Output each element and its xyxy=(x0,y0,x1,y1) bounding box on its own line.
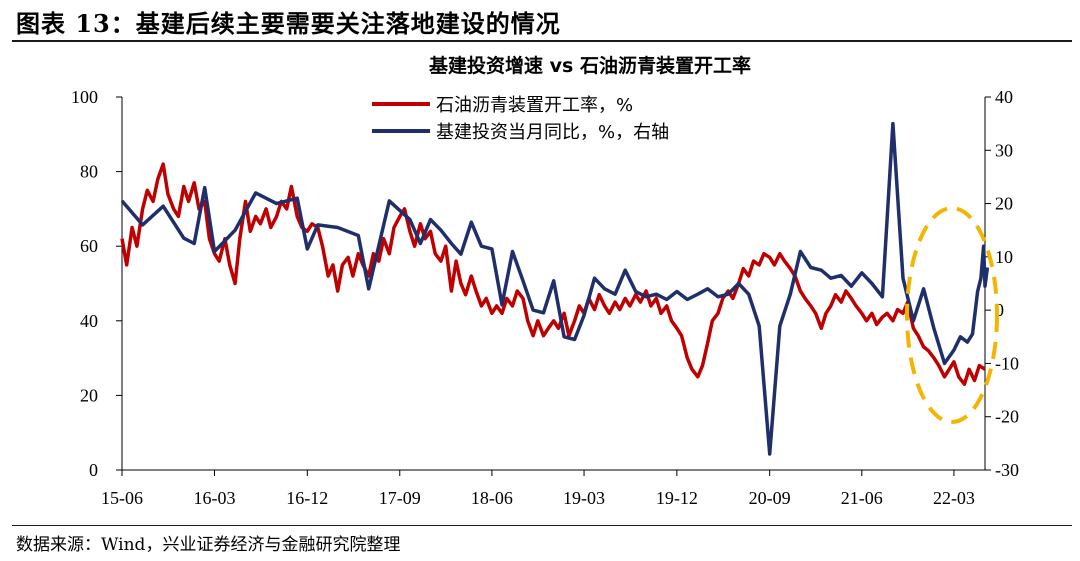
y-left-tick-label: 40 xyxy=(80,311,98,331)
y-right-tick-label: -10 xyxy=(995,353,1019,373)
legend: 石油沥青装置开工率，% 基建投资当月同比，%，右轴 xyxy=(372,95,669,143)
x-tick-label: 15-06 xyxy=(101,488,143,508)
x-tick-label: 22-03 xyxy=(933,488,975,508)
x-tick-label: 17-09 xyxy=(379,488,421,508)
x-tick-label: 19-03 xyxy=(563,488,605,508)
series-line-infrastructure-yoy xyxy=(120,121,990,456)
bottom-rule xyxy=(12,525,1072,526)
legend-label: 基建投资当月同比，%，右轴 xyxy=(436,122,669,143)
figure-heading: 图表 13：基建后续主要需要关注落地建设的情况 xyxy=(16,9,561,38)
legend-label: 石油沥青装置开工率，% xyxy=(436,95,633,116)
y-left-tick-label: 80 xyxy=(80,162,98,182)
x-tick-label: 19-12 xyxy=(656,488,698,508)
x-tick-label: 16-03 xyxy=(193,488,235,508)
y-left-tick-label: 0 xyxy=(89,460,98,480)
source-note: 数据来源：Wind，兴业证券经济与金融研究院整理 xyxy=(16,535,401,555)
series-line-asphalt-utilization xyxy=(120,162,986,386)
x-tick-label: 21-06 xyxy=(841,488,883,508)
highlight-ellipse xyxy=(905,206,999,424)
x-tick-label: 20-09 xyxy=(749,488,791,508)
y-right-tick-label: 20 xyxy=(995,194,1013,214)
y-left-tick-label: 100 xyxy=(71,87,98,107)
y-right-tick-label: 40 xyxy=(995,87,1013,107)
y-right-tick-label: 30 xyxy=(995,140,1013,160)
axes: 0 20 40 60 80 100 -30 -20 -10 0 10 20 30 40 15-06 16-03… xyxy=(71,87,1019,508)
chart-title: 基建投资增速 vs 石油沥青装置开工率 xyxy=(428,54,751,77)
y-right-tick-label: 0 xyxy=(995,300,1004,320)
y-right-tick-label: -30 xyxy=(995,460,1019,480)
plot-area xyxy=(120,121,990,456)
x-tick-label: 18-06 xyxy=(471,488,513,508)
y-left-tick-label: 60 xyxy=(80,236,98,256)
top-rule xyxy=(12,40,1072,42)
y-right-tick-label: 10 xyxy=(995,247,1013,267)
x-tick-label: 16-12 xyxy=(286,488,328,508)
y-right-tick-label: -20 xyxy=(995,407,1019,427)
y-left-tick-label: 20 xyxy=(80,385,98,405)
